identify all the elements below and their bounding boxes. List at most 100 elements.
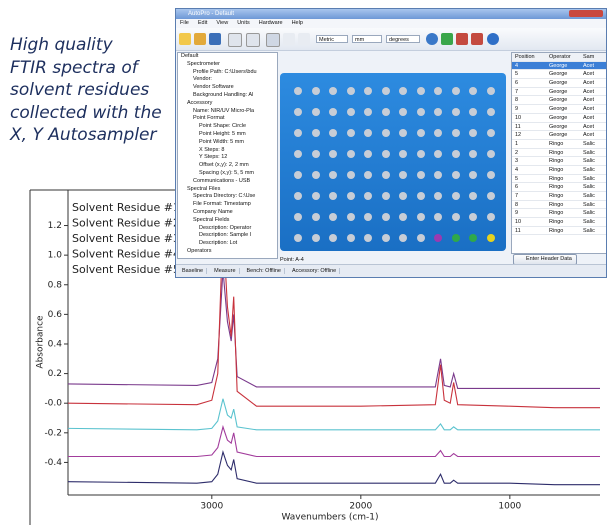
- tree-item[interactable]: Spectra Directory: C:\Use: [193, 193, 256, 200]
- tree-item[interactable]: Description: Lot: [199, 240, 238, 247]
- grid-icon[interactable]: [266, 33, 280, 47]
- well[interactable]: [346, 171, 355, 179]
- tree-item[interactable]: Description: Operator: [199, 224, 252, 231]
- well[interactable]: [416, 171, 425, 179]
- table-row[interactable]: 6 Ringo Salic: [512, 183, 606, 192]
- well[interactable]: [329, 192, 337, 200]
- well[interactable]: [346, 87, 355, 95]
- well[interactable]: [381, 150, 390, 158]
- table-row[interactable]: 11 George Acet: [512, 123, 606, 132]
- tree-item[interactable]: Offset (x,y): 2, 2 mm: [199, 162, 249, 169]
- well[interactable]: [364, 171, 372, 179]
- open-icon[interactable]: [194, 33, 206, 45]
- well[interactable]: [486, 129, 495, 137]
- grid-icon[interactable]: [298, 33, 310, 45]
- well[interactable]: [434, 129, 442, 137]
- well[interactable]: [294, 234, 302, 242]
- well[interactable]: [381, 108, 390, 116]
- table-row[interactable]: 7 Ringo Salic: [512, 192, 606, 201]
- status-item[interactable]: Measure: [211, 268, 240, 274]
- well[interactable]: [434, 150, 442, 158]
- well[interactable]: [451, 192, 460, 200]
- well[interactable]: [486, 87, 495, 95]
- run-icon[interactable]: [441, 33, 453, 45]
- well[interactable]: [294, 150, 302, 158]
- tree-item[interactable]: Point Height: 5 mm: [199, 130, 246, 137]
- tree-item[interactable]: Spectral Files: [187, 185, 221, 192]
- table-row[interactable]: 8 George Acet: [512, 96, 606, 106]
- length-select[interactable]: mm: [352, 35, 382, 43]
- well[interactable]: [346, 150, 355, 158]
- well[interactable]: [381, 213, 390, 221]
- well[interactable]: [364, 234, 372, 242]
- tree-item[interactable]: Point Format: [193, 115, 225, 122]
- table-row[interactable]: 10 Ringo Salic: [512, 218, 606, 227]
- well[interactable]: [486, 192, 495, 200]
- table-row[interactable]: 12 George Acet: [512, 131, 606, 140]
- tree-item[interactable]: Vendor Software: [193, 84, 234, 91]
- well[interactable]: [381, 234, 390, 242]
- tree-item[interactable]: Spacing (x,y): 5, 5 mm: [199, 169, 255, 176]
- well[interactable]: [329, 87, 337, 95]
- well[interactable]: [451, 150, 460, 158]
- table-row[interactable]: 9 Ringo Salic: [512, 209, 606, 219]
- well[interactable]: [434, 87, 442, 95]
- tree-item[interactable]: Company Name: [193, 208, 233, 215]
- well[interactable]: [329, 213, 337, 221]
- well[interactable]: [311, 87, 320, 95]
- well[interactable]: [469, 213, 477, 221]
- well[interactable]: [311, 234, 320, 242]
- well[interactable]: [399, 171, 407, 179]
- tree-item[interactable]: Point Shape: Circle: [199, 123, 247, 130]
- well[interactable]: [416, 87, 425, 95]
- well[interactable]: [329, 234, 337, 242]
- well[interactable]: [451, 171, 460, 179]
- tree-item[interactable]: Spectral Fields: [193, 216, 230, 223]
- tree-item[interactable]: Background Handling: Al: [193, 91, 254, 98]
- menu-item[interactable]: Help: [291, 20, 303, 26]
- well[interactable]: [486, 171, 495, 179]
- well[interactable]: [399, 129, 407, 137]
- well[interactable]: [469, 108, 477, 116]
- well[interactable]: [294, 108, 302, 116]
- units-select[interactable]: Metric: [316, 35, 348, 43]
- well[interactable]: [381, 129, 390, 137]
- well[interactable]: [434, 108, 442, 116]
- well[interactable]: [399, 192, 407, 200]
- table-row[interactable]: 7 George Acet: [512, 88, 606, 97]
- well[interactable]: [451, 234, 460, 242]
- tree-item[interactable]: Name: NIR/UV Micro-Pla: [193, 107, 255, 114]
- well[interactable]: [469, 129, 477, 137]
- well[interactable]: [311, 171, 320, 179]
- menu-item[interactable]: File: [180, 20, 189, 26]
- tree-item[interactable]: Communications - USB: [193, 177, 251, 184]
- well[interactable]: [329, 129, 337, 137]
- well[interactable]: [329, 108, 337, 116]
- well[interactable]: [416, 129, 425, 137]
- tree-item[interactable]: Vendor:: [193, 76, 212, 83]
- well[interactable]: [381, 192, 390, 200]
- well[interactable]: [451, 129, 460, 137]
- well[interactable]: [486, 108, 495, 116]
- well[interactable]: [294, 192, 302, 200]
- well[interactable]: [311, 192, 320, 200]
- tree-item[interactable]: X Steps: 8: [199, 146, 225, 153]
- stop-icon[interactable]: [471, 33, 483, 45]
- well[interactable]: [346, 213, 355, 221]
- well[interactable]: [294, 129, 302, 137]
- well[interactable]: [486, 150, 495, 158]
- table-row[interactable]: 8 Ringo Salic: [512, 201, 606, 210]
- move-icon[interactable]: [426, 33, 438, 45]
- well[interactable]: [381, 171, 390, 179]
- table-row[interactable]: 3 Ringo Salic: [512, 157, 606, 166]
- help-icon[interactable]: [487, 33, 499, 45]
- well[interactable]: [416, 150, 425, 158]
- well[interactable]: [364, 87, 372, 95]
- well[interactable]: [364, 192, 372, 200]
- well[interactable]: [346, 108, 355, 116]
- well[interactable]: [294, 213, 302, 221]
- table-row[interactable]: 4 Ringo Salic: [512, 166, 606, 175]
- well[interactable]: [469, 150, 477, 158]
- well[interactable]: [294, 171, 302, 179]
- well[interactable]: [364, 129, 372, 137]
